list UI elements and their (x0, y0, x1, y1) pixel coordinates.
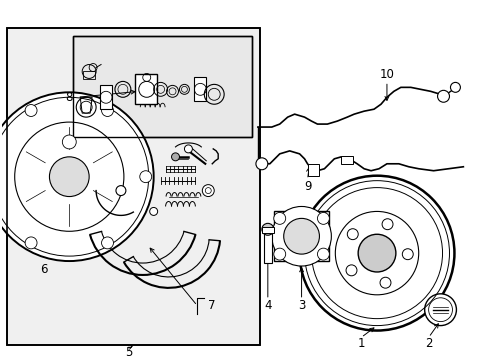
Circle shape (25, 237, 37, 249)
Text: 3: 3 (297, 299, 305, 312)
Circle shape (116, 186, 125, 195)
Bar (73, 36, 251, 137)
Circle shape (402, 249, 412, 260)
Circle shape (62, 135, 76, 149)
Circle shape (379, 277, 390, 288)
Circle shape (357, 234, 395, 272)
Circle shape (25, 104, 37, 116)
Text: 7: 7 (208, 299, 216, 312)
Bar (7, 28, 259, 346)
Text: 2: 2 (424, 337, 431, 350)
Bar (307, 164, 319, 176)
Circle shape (202, 185, 214, 197)
Circle shape (283, 219, 319, 254)
Circle shape (424, 294, 455, 325)
Bar (7, 28, 259, 346)
Circle shape (102, 104, 113, 116)
Bar (262, 227, 273, 233)
Circle shape (271, 207, 331, 266)
Circle shape (102, 237, 113, 249)
Circle shape (49, 157, 89, 197)
Circle shape (262, 223, 273, 235)
Circle shape (346, 265, 356, 276)
Circle shape (0, 92, 153, 261)
Circle shape (171, 153, 179, 161)
Circle shape (437, 90, 448, 102)
Text: 4: 4 (264, 299, 271, 312)
Text: 6: 6 (40, 264, 47, 276)
Bar (194, 77, 206, 101)
Bar (100, 85, 112, 109)
Circle shape (449, 82, 460, 92)
Bar (73, 36, 251, 137)
Circle shape (273, 248, 285, 260)
Text: 8: 8 (65, 91, 73, 104)
Circle shape (273, 212, 285, 224)
Polygon shape (0, 93, 153, 260)
Circle shape (184, 145, 192, 153)
Bar (264, 233, 271, 263)
Bar (273, 211, 329, 261)
Bar (135, 75, 156, 104)
Text: 5: 5 (125, 346, 132, 359)
Circle shape (381, 219, 392, 230)
Circle shape (255, 158, 267, 170)
Circle shape (299, 176, 453, 330)
Bar (83, 72, 95, 80)
Text: 9: 9 (303, 180, 311, 193)
Circle shape (140, 171, 151, 183)
Text: 1: 1 (357, 337, 364, 350)
Circle shape (149, 207, 157, 215)
Text: 10: 10 (379, 68, 394, 81)
Bar (341, 156, 352, 164)
Circle shape (346, 229, 358, 240)
Circle shape (317, 248, 329, 260)
Circle shape (317, 212, 329, 224)
